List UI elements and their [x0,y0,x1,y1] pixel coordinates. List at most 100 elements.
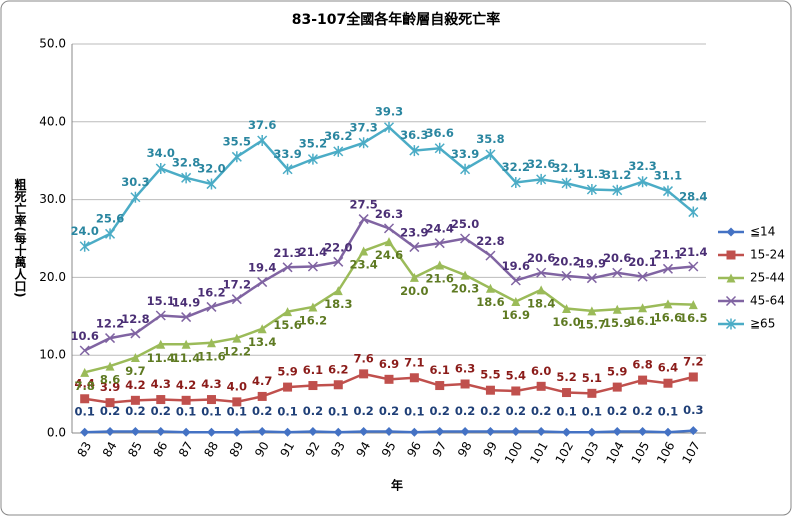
x-tick-label: 93 [328,439,348,459]
marker [612,267,623,278]
marker [511,426,521,436]
marker [308,426,318,436]
data-label: 13.4 [248,335,276,349]
marker [562,304,572,314]
legend-label: 15-24 [750,248,785,262]
data-label: 6.1 [430,363,450,377]
x-tick-label: 96 [404,439,424,459]
x-tick-label: 90 [252,439,272,459]
marker [434,238,445,249]
marker [206,395,216,405]
marker [536,267,547,278]
data-label: 34.0 [147,146,175,160]
data-label: 21.3 [273,246,301,260]
marker [206,427,216,437]
x-tick-label: 87 [176,439,196,459]
marker [257,134,268,146]
marker [130,353,140,363]
data-label: 23.9 [400,226,428,240]
legend-marker [726,250,736,260]
marker [257,324,267,334]
marker [156,426,166,436]
data-label: 0.1 [328,405,348,419]
marker [612,304,622,314]
data-label: 20.6 [603,251,631,265]
data-label: 4.3 [201,377,221,391]
marker [79,345,90,356]
marker [282,262,293,273]
data-label: 12.8 [121,312,149,326]
x-tick-label: 99 [480,439,500,459]
data-label: 24.4 [426,222,454,236]
marker [333,286,343,296]
marker [358,214,369,225]
data-label: 0.2 [303,404,323,418]
data-label: 0.2 [430,404,450,418]
marker [181,312,192,323]
marker [409,373,419,383]
data-label: 12.2 [96,317,124,331]
y-tick-label: 30.0 [39,192,66,206]
marker [460,163,471,175]
data-label: 4.2 [125,378,145,392]
marker [435,381,445,391]
data-label: 20.2 [552,254,580,268]
marker [232,397,242,407]
data-label: 21.1 [654,247,682,261]
data-label: 0.1 [582,405,602,419]
data-label: 9.7 [125,364,145,378]
marker [383,223,395,234]
data-label: 15.1 [147,294,175,308]
data-label: 6.8 [632,358,652,372]
data-label: 25.6 [96,211,124,225]
marker [586,183,597,195]
marker [485,385,495,395]
legend-label: ≧65 [750,317,775,331]
marker [688,261,699,272]
data-label: 20.6 [527,251,555,265]
data-label: 25.0 [451,217,479,231]
data-label: 11.6 [197,349,225,363]
data-label: 0.3 [683,403,703,417]
x-tick-label: 83 [75,439,95,459]
marker [586,273,597,284]
x-tick-label: 95 [379,439,399,459]
data-label: 0.2 [455,404,475,418]
marker [359,369,369,379]
marker [663,427,673,437]
marker [485,250,496,261]
marker [561,177,572,189]
data-label: 26.3 [375,207,403,221]
marker [662,263,673,274]
marker [510,176,521,188]
marker [232,427,242,437]
legend-label: 45-64 [750,294,785,308]
data-label: 16.6 [654,310,682,324]
marker [105,398,115,408]
marker [333,427,343,437]
data-label: 0.2 [506,404,526,418]
marker [409,242,420,253]
marker [308,381,318,391]
data-label: 22.8 [476,234,504,248]
data-label: 5.2 [556,370,576,384]
chart-title: 83-107全國各年齡層自殺死亡率 [292,11,501,28]
marker [637,271,648,282]
data-label: 0.1 [277,405,297,419]
marker [536,381,546,391]
marker [181,427,191,437]
x-axis-label: 年 [391,478,403,493]
x-tick-label: 85 [125,439,145,459]
marker [105,426,115,436]
data-label: 36.6 [426,126,454,140]
marker [460,270,470,280]
legend-label: 25-44 [750,271,785,285]
data-label: 11.4 [172,351,200,365]
data-label: 33.9 [273,147,301,161]
data-label: 16.2 [197,285,225,299]
marker [156,339,166,349]
marker [688,300,698,310]
data-label: 17.2 [223,278,251,292]
data-label: 24.0 [70,224,98,238]
